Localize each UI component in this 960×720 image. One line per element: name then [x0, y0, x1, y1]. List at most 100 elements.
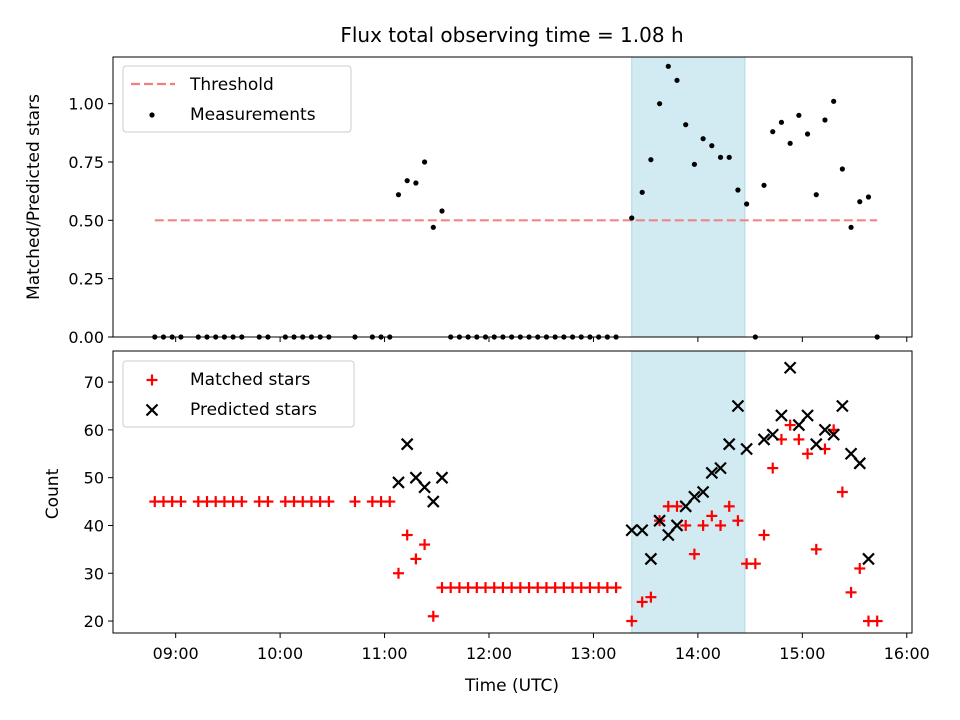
bottom-y-tick-label: 20 — [84, 612, 104, 631]
bottom-axes-frame — [112, 350, 913, 634]
measurement-point — [404, 178, 410, 184]
predicted-star-point — [670, 519, 684, 532]
predicted-star-point — [696, 485, 710, 499]
predicted-star-point — [427, 495, 440, 508]
x-tick-label: 15:00 — [779, 644, 825, 663]
top-observing-span — [631, 56, 746, 338]
predicted-star-point-b — [775, 409, 788, 422]
matched-star-point — [427, 610, 439, 622]
matched-star-point — [688, 548, 700, 560]
predicted-star-point — [783, 361, 797, 375]
matched-star-point — [715, 519, 727, 531]
bottom-legend-box — [122, 360, 355, 428]
matched-star-point — [871, 615, 883, 627]
measurement-point — [857, 199, 863, 205]
bottom-y-tick-label: 60 — [84, 421, 104, 440]
top-legend-box — [122, 65, 352, 133]
top-y-tick-label: 0.00 — [68, 328, 104, 347]
measurement-point — [761, 182, 767, 188]
predicted-star-point-b — [731, 399, 745, 413]
predicted-star-point — [862, 552, 875, 566]
matched-star-point — [410, 553, 422, 565]
matched-star-point — [384, 496, 396, 508]
top-y-tick-label: 0.25 — [68, 270, 104, 289]
predicted-star-point-b — [801, 409, 814, 422]
matched-star-point — [236, 496, 248, 508]
matched-star-point — [610, 582, 622, 594]
predicted-star-point-b — [714, 461, 727, 475]
top-y-tick-label: 0.75 — [68, 153, 104, 172]
measurement-point — [700, 136, 706, 142]
predicted-star-point — [418, 480, 431, 494]
matched-star-point — [401, 529, 413, 541]
matched-star-point — [758, 529, 770, 541]
bottom-legend: Matched stars Predicted stars — [122, 360, 355, 428]
measurement-point — [691, 161, 698, 167]
matched-star-point — [749, 558, 761, 570]
predicted-star-point — [801, 409, 814, 422]
predicted-star-point-b — [809, 437, 823, 451]
matched-stars-points — [149, 419, 883, 627]
predicted-star-point — [722, 437, 736, 451]
predicted-star-point — [714, 461, 727, 475]
measurement-point — [813, 192, 819, 198]
matched-star-point — [626, 615, 638, 627]
predicted-star-point-b — [818, 423, 832, 437]
measurement-point — [778, 119, 785, 125]
matched-star-point — [697, 519, 709, 531]
measurement-point — [787, 140, 793, 146]
predicted-star-point — [705, 466, 719, 480]
predicted-star-point — [740, 442, 753, 456]
measurement-point — [648, 157, 654, 163]
matched-star-point — [732, 515, 744, 527]
predicted-star-point — [653, 514, 666, 527]
measurement-point — [421, 159, 428, 165]
predicted-star-point-b — [766, 428, 780, 441]
predicted-star-point-b — [400, 437, 414, 451]
measurement-point — [839, 166, 845, 172]
matched-star-point — [392, 567, 404, 579]
x-tick-label: 13:00 — [570, 644, 616, 663]
predicted-star-point — [775, 409, 788, 422]
top-axes-frame — [112, 56, 913, 338]
chart-title: Flux total observing time = 1.08 h — [340, 23, 683, 47]
measurement-point — [709, 143, 715, 149]
predicted-star-point-b — [427, 495, 440, 508]
predicted-star-point — [392, 476, 405, 489]
legend-threshold-label: Threshold — [189, 75, 274, 95]
measurement-point — [413, 180, 419, 186]
legend-predicted-swatch — [145, 403, 159, 417]
predicted-star-point — [766, 428, 780, 441]
predicted-star-point-b — [862, 552, 875, 566]
x-tick-label: 14:00 — [675, 644, 721, 663]
predicted-star-point-b — [783, 361, 797, 375]
measurement-point — [770, 129, 776, 135]
predicted-star-point-b — [757, 433, 771, 446]
measurement-point — [744, 201, 750, 207]
matched-star-point — [349, 496, 361, 508]
predicted-star-point-b — [653, 514, 666, 527]
measurement-point — [822, 117, 828, 123]
predicted-star-point-b — [705, 466, 719, 480]
predicted-star-point — [625, 523, 639, 537]
measurement-point — [804, 131, 811, 137]
measurement-point — [683, 122, 689, 128]
matched-star-point — [793, 433, 805, 445]
matched-star-point — [723, 500, 735, 512]
bottom-panel: 20 30 40 50 60 70 09:00 10:00 11:00 12:00 13:00 14… — [43, 350, 930, 696]
predicted-star-point — [827, 428, 840, 441]
measurement-point — [796, 112, 802, 118]
x-tick-label: 10:00 — [257, 644, 303, 663]
predicted-star-point — [644, 552, 658, 566]
predicted-star-point — [818, 423, 832, 437]
legend-x-marker-b — [145, 403, 159, 417]
x-tick-label: 12:00 — [466, 644, 512, 663]
top-y-tick-label: 1.00 — [68, 95, 104, 114]
matched-star-point — [784, 419, 796, 431]
x-tick-label: 11:00 — [362, 644, 408, 663]
matched-star-point — [836, 486, 848, 498]
top-panel: 0.00 0.25 0.50 0.75 1.00 Matched/Predicted s… — [24, 56, 913, 347]
matched-star-point — [802, 448, 814, 460]
matched-star-point — [671, 500, 683, 512]
